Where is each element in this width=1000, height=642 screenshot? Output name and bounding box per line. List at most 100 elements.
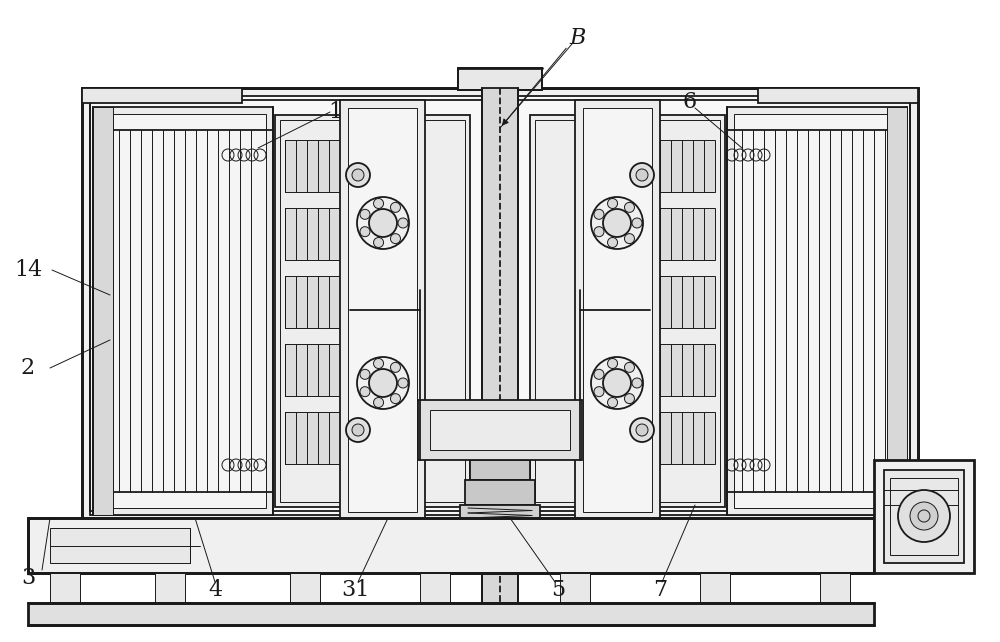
Text: 5: 5 <box>551 579 565 601</box>
Text: 14: 14 <box>14 259 42 281</box>
Bar <box>758 88 918 103</box>
Circle shape <box>594 227 604 237</box>
Bar <box>340 100 425 520</box>
Bar <box>28 518 874 573</box>
Circle shape <box>630 163 654 187</box>
Circle shape <box>360 209 370 220</box>
Circle shape <box>390 234 400 243</box>
Bar <box>890 478 958 555</box>
Bar <box>285 140 340 192</box>
Bar <box>582 348 652 418</box>
Text: 6: 6 <box>683 91 697 113</box>
Bar <box>82 88 242 103</box>
Bar <box>430 410 570 450</box>
Circle shape <box>624 362 634 372</box>
Bar <box>583 108 652 512</box>
Circle shape <box>374 358 384 369</box>
Circle shape <box>357 197 409 249</box>
Bar <box>575 100 660 520</box>
Bar <box>660 344 715 396</box>
Circle shape <box>608 198 618 209</box>
Circle shape <box>360 369 370 379</box>
Circle shape <box>624 202 634 213</box>
Circle shape <box>374 397 384 408</box>
Circle shape <box>374 198 384 209</box>
Bar <box>560 573 590 603</box>
Bar <box>285 276 340 328</box>
Bar <box>348 348 418 418</box>
Circle shape <box>398 218 408 228</box>
Circle shape <box>898 490 950 542</box>
Circle shape <box>369 209 397 237</box>
Bar <box>290 573 320 603</box>
Circle shape <box>632 378 642 388</box>
Text: 1: 1 <box>328 101 342 123</box>
Bar <box>820 573 850 603</box>
Bar <box>482 88 518 618</box>
Bar <box>874 460 974 573</box>
Bar <box>887 107 907 515</box>
Bar <box>582 188 652 258</box>
Circle shape <box>357 357 409 409</box>
Bar <box>884 470 964 563</box>
Circle shape <box>603 209 631 237</box>
Circle shape <box>346 418 370 442</box>
Bar <box>530 115 725 507</box>
Circle shape <box>608 238 618 248</box>
Circle shape <box>352 169 364 181</box>
Circle shape <box>608 397 618 408</box>
Text: 7: 7 <box>653 579 667 601</box>
Bar <box>660 412 715 464</box>
Circle shape <box>591 197 643 249</box>
Bar <box>155 573 185 603</box>
Bar <box>82 88 918 523</box>
Circle shape <box>632 218 642 228</box>
Bar <box>348 188 418 258</box>
Bar <box>50 528 190 563</box>
Circle shape <box>594 369 604 379</box>
Circle shape <box>603 369 631 397</box>
Bar <box>28 603 874 625</box>
Circle shape <box>369 369 397 397</box>
Bar <box>280 120 465 502</box>
Bar <box>100 114 266 508</box>
Text: 2: 2 <box>21 357 35 379</box>
Circle shape <box>910 502 938 530</box>
Bar <box>348 108 417 512</box>
Circle shape <box>374 238 384 248</box>
Circle shape <box>390 202 400 213</box>
Bar <box>660 140 715 192</box>
Circle shape <box>591 357 643 409</box>
Circle shape <box>624 394 634 404</box>
Bar <box>285 412 340 464</box>
Circle shape <box>398 378 408 388</box>
Circle shape <box>608 358 618 369</box>
Bar <box>93 107 113 515</box>
Bar <box>727 107 907 515</box>
Bar <box>275 115 470 507</box>
Circle shape <box>594 386 604 397</box>
Circle shape <box>594 209 604 220</box>
Bar <box>660 276 715 328</box>
Circle shape <box>390 362 400 372</box>
Bar <box>700 573 730 603</box>
Circle shape <box>636 169 648 181</box>
Bar <box>285 208 340 260</box>
Bar <box>93 107 273 515</box>
Circle shape <box>390 394 400 404</box>
Polygon shape <box>635 125 720 490</box>
Bar <box>465 480 535 505</box>
Bar <box>420 573 450 603</box>
Circle shape <box>636 424 648 436</box>
Bar <box>470 460 530 480</box>
Circle shape <box>360 386 370 397</box>
Circle shape <box>630 418 654 442</box>
Text: 3: 3 <box>21 567 35 589</box>
Circle shape <box>352 424 364 436</box>
Bar <box>535 120 720 502</box>
Circle shape <box>346 163 370 187</box>
Text: 4: 4 <box>208 579 222 601</box>
Bar <box>460 505 540 535</box>
Bar <box>50 573 80 603</box>
Bar <box>418 400 582 460</box>
